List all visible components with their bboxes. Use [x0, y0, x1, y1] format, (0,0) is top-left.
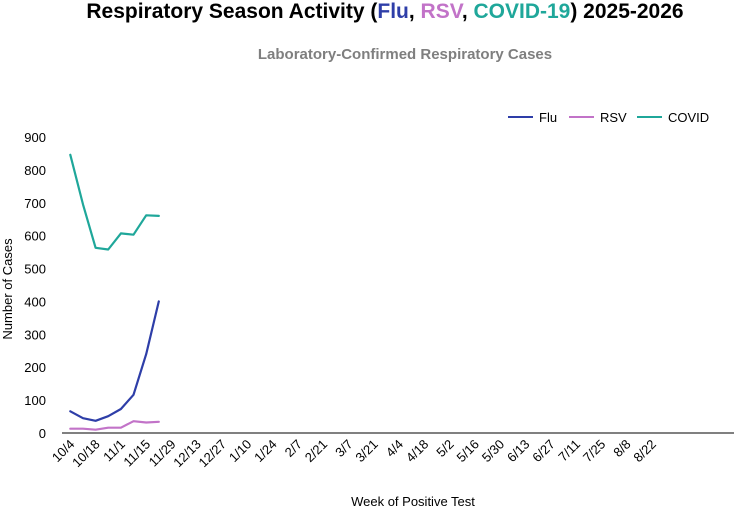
y-tick-800: 800 — [24, 163, 46, 178]
legend: Flu RSV COVID — [508, 110, 709, 125]
x-tick-5-30: 5/30 — [479, 437, 508, 466]
x-tick-6-27: 6/27 — [529, 437, 558, 466]
x-tick-5-2: 5/2 — [433, 437, 456, 460]
chart-subtitle: Laboratory-Confirmed Respiratory Cases — [258, 46, 552, 63]
y-tick-400: 400 — [24, 294, 46, 309]
plot-lines — [69, 153, 160, 431]
title-part-3: , — [462, 0, 474, 23]
y-tick-300: 300 — [24, 327, 46, 342]
y-tick-500: 500 — [24, 262, 46, 277]
legend-label-flu: Flu — [539, 110, 557, 125]
x-tick-5-16: 5/16 — [453, 437, 482, 466]
x-tick-3-7: 3/7 — [332, 437, 355, 460]
x-tick-10-18: 10/18 — [69, 437, 103, 471]
title-suffix: ) 2025-2026 — [570, 0, 683, 23]
x-tick-2-7: 2/7 — [282, 437, 305, 460]
title-part-1: , — [409, 0, 421, 23]
title-prefix: Respiratory Season Activity ( — [86, 0, 377, 23]
y-tick-200: 200 — [24, 360, 46, 375]
x-tick-11-15: 11/15 — [120, 437, 153, 470]
x-tick-1-10: 1/10 — [226, 437, 255, 466]
title-part-4: COVID-19 — [473, 0, 570, 23]
x-tick-4-4: 4/4 — [383, 437, 406, 460]
x-tick-1-24: 1/24 — [251, 437, 280, 466]
series-line-rsv — [69, 420, 160, 431]
x-tick-4-18: 4/18 — [403, 437, 432, 466]
y-tick-700: 700 — [24, 196, 46, 211]
series-line-covid — [69, 153, 160, 251]
x-tick-6-13: 6/13 — [504, 437, 533, 466]
y-axis-ticks: 0 100 200 300 400 500 600 700 800 900 — [24, 130, 46, 441]
legend-label-rsv: RSV — [600, 110, 627, 125]
chart-title: Respiratory Season Activity (Flu, RSV, C… — [86, 0, 683, 23]
x-tick-12-27: 12/27 — [196, 437, 230, 471]
x-axis-ticks: 10/410/1811/111/1511/2912/1312/271/101/2… — [49, 437, 659, 471]
series-line-flu — [69, 300, 160, 422]
x-tick-3-21: 3/21 — [352, 437, 381, 466]
y-tick-100: 100 — [24, 393, 46, 408]
y-tick-900: 900 — [24, 130, 46, 145]
x-tick-8-8: 8/8 — [610, 437, 633, 460]
x-tick-8-22: 8/22 — [630, 437, 659, 466]
y-tick-0: 0 — [39, 426, 46, 441]
x-tick-7-25: 7/25 — [580, 437, 609, 466]
title-part-2: RSV — [421, 0, 464, 23]
title-part-0: Flu — [377, 0, 409, 23]
y-axis-label: Number of Cases — [0, 238, 15, 340]
legend-label-covid: COVID — [668, 110, 709, 125]
x-tick-11-29: 11/29 — [146, 437, 179, 470]
x-tick-2-21: 2/21 — [302, 437, 331, 466]
y-tick-600: 600 — [24, 229, 46, 244]
x-axis-label: Week of Positive Test — [351, 494, 475, 508]
x-tick-7-11: 7/11 — [555, 437, 583, 465]
x-tick-12-13: 12/13 — [170, 437, 204, 471]
